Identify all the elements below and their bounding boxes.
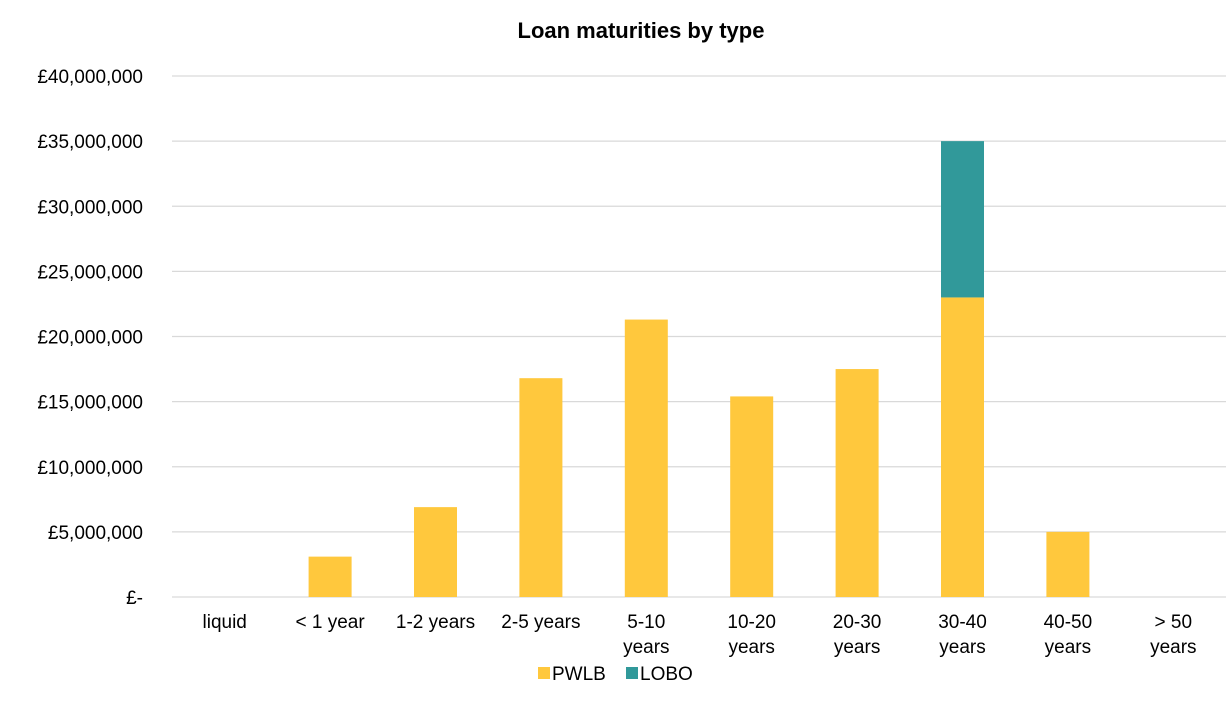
x-axis-tick-labels: liquid < 1 year 1-2 years 2-5 years 5-10 year… [203, 612, 1197, 658]
legend-item-pwlb: PWLB [538, 664, 606, 685]
x-tick-label-line: 10-20 [727, 612, 776, 633]
x-tick-label-line: years [1045, 637, 1091, 658]
legend: PWLB LOBO [538, 664, 693, 685]
x-tick-label-line: < 1 year [296, 612, 366, 633]
x-tick-label: 30-40 years [938, 612, 987, 658]
bar-pwlb [941, 297, 984, 597]
bar-pwlb [835, 369, 879, 597]
bars [308, 141, 1090, 597]
x-tick-label-line: 30-40 [938, 612, 987, 633]
legend-swatch [626, 667, 638, 679]
chart-title: Loan maturities by type [518, 18, 765, 43]
legend-swatch [538, 667, 550, 679]
y-tick-label: £- [126, 588, 143, 609]
bar-pwlb [1046, 531, 1090, 597]
x-tick-label-line: 2-5 years [501, 612, 580, 633]
x-tick-label-line: years [939, 637, 985, 658]
x-tick-label-line: 20-30 [833, 612, 882, 633]
x-tick-label: 5-10 years [623, 612, 669, 658]
x-tick-label-line: years [623, 637, 669, 658]
y-tick-label: £20,000,000 [37, 328, 143, 349]
y-tick-label: £30,000,000 [37, 197, 143, 218]
x-tick-label-line: years [728, 637, 774, 658]
gridlines [172, 75, 1226, 598]
y-tick-label: £15,000,000 [37, 393, 143, 414]
bar-pwlb [624, 319, 668, 597]
legend-item-lobo: LOBO [626, 664, 693, 685]
x-tick-label-line: 40-50 [1044, 612, 1093, 633]
x-tick-label: < 1 year [296, 612, 366, 633]
x-tick-label-line: years [834, 637, 880, 658]
bar-lobo [941, 141, 984, 298]
x-tick-label-line: liquid [203, 612, 247, 633]
x-tick-label-line: 1-2 years [396, 612, 475, 633]
x-tick-label: 20-30 years [833, 612, 882, 658]
y-tick-label: £35,000,000 [37, 132, 143, 153]
x-tick-label: 10-20 years [727, 612, 776, 658]
x-tick-label: 2-5 years [501, 612, 580, 633]
bar-pwlb [414, 507, 457, 597]
y-tick-label: £10,000,000 [37, 458, 143, 479]
x-tick-label-line: years [1150, 637, 1196, 658]
bar-pwlb [730, 396, 774, 597]
x-tick-label-line: > 50 [1155, 612, 1193, 633]
y-tick-label: £40,000,000 [37, 67, 143, 88]
legend-label: LOBO [640, 664, 693, 685]
y-tick-label: £5,000,000 [48, 523, 143, 544]
x-tick-label: 1-2 years [396, 612, 475, 633]
bar-pwlb [519, 378, 563, 597]
legend-label: PWLB [552, 664, 606, 685]
y-axis-tick-labels: £- £5,000,000 £10,000,000 £15,000,000 £20,00… [37, 67, 143, 609]
x-tick-label: > 50 years [1150, 612, 1196, 658]
x-tick-label: 40-50 years [1044, 612, 1093, 658]
x-tick-label-line: 5-10 [627, 612, 665, 633]
x-tick-label: liquid [203, 612, 247, 633]
y-tick-label: £25,000,000 [37, 262, 143, 283]
bar-pwlb [308, 556, 352, 597]
